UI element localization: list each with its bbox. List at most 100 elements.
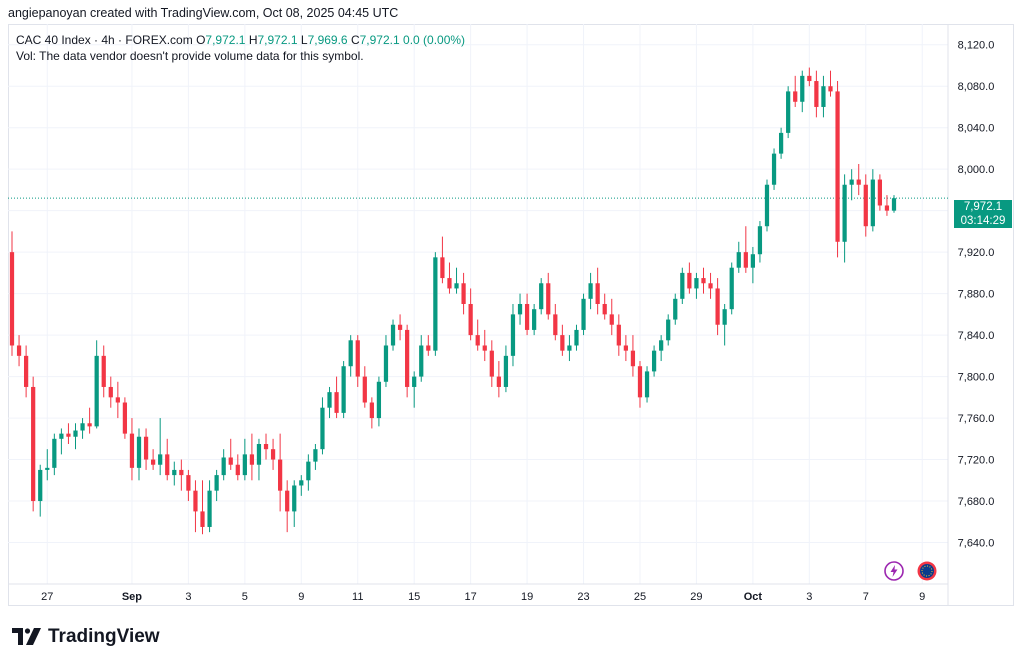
candle-body[interactable] <box>143 436 149 460</box>
candle-body[interactable] <box>743 252 748 268</box>
symbol-label[interactable]: CAC 40 Index · 4h · FOREX.com <box>16 33 193 47</box>
candle-body[interactable] <box>609 314 614 325</box>
candle-body[interactable] <box>31 386 36 502</box>
candle-body[interactable] <box>172 469 177 476</box>
candle-body[interactable] <box>419 345 424 377</box>
candle-body[interactable] <box>186 475 191 491</box>
candle-body[interactable] <box>94 355 99 427</box>
candle-body[interactable] <box>278 459 283 491</box>
candle-body[interactable] <box>651 350 657 372</box>
candle-body[interactable] <box>856 179 861 185</box>
candle-body[interactable] <box>327 392 332 408</box>
candle-body[interactable] <box>764 184 770 227</box>
candle-body[interactable] <box>376 381 382 419</box>
candle-body[interactable] <box>863 184 868 227</box>
candle-body[interactable] <box>644 371 650 398</box>
candle-body[interactable] <box>292 485 297 512</box>
candle-body[interactable] <box>454 283 459 289</box>
candle-body[interactable] <box>468 304 473 336</box>
candle-body[interactable] <box>362 376 367 403</box>
candle-body[interactable] <box>553 314 558 336</box>
candle-body[interactable] <box>122 402 128 434</box>
candle-body[interactable] <box>891 198 897 211</box>
candle-body[interactable] <box>447 278 452 289</box>
candle-body[interactable] <box>750 254 755 268</box>
candle-body[interactable] <box>355 340 360 377</box>
candle-body[interactable] <box>581 298 586 330</box>
candle-body[interactable] <box>397 324 403 330</box>
candle-body[interactable] <box>736 252 741 268</box>
candle-body[interactable] <box>235 464 240 476</box>
candle-body[interactable] <box>108 386 113 398</box>
candle-body[interactable] <box>45 467 50 470</box>
candle-body[interactable] <box>828 86 833 92</box>
candle-body[interactable] <box>800 75 805 102</box>
candlestick-chart[interactable]: 8,120.08,080.08,040.08,000.07,960.07,920… <box>8 24 1014 606</box>
candle-body[interactable] <box>214 475 219 491</box>
candle-body[interactable] <box>256 444 262 465</box>
candle-body[interactable] <box>306 461 311 481</box>
candle-body[interactable] <box>320 407 325 450</box>
candle-body[interactable] <box>666 319 671 341</box>
candle-body[interactable] <box>602 304 607 315</box>
candle-body[interactable] <box>228 457 233 465</box>
candle-body[interactable] <box>412 376 417 387</box>
candle-body[interactable] <box>560 335 565 351</box>
candle-body[interactable] <box>129 433 135 468</box>
candle-body[interactable] <box>786 91 791 133</box>
candle-body[interactable] <box>433 257 438 351</box>
candle-body[interactable] <box>757 226 763 255</box>
candle-body[interactable] <box>517 304 523 315</box>
candle-body[interactable] <box>38 469 43 502</box>
candle-body[interactable] <box>588 283 593 299</box>
candle-body[interactable] <box>524 304 530 330</box>
candle-body[interactable] <box>158 454 163 465</box>
candle-body[interactable] <box>193 490 198 512</box>
candle-body[interactable] <box>849 179 854 185</box>
candle-body[interactable] <box>595 283 600 304</box>
candle-body[interactable] <box>440 257 445 279</box>
candle-body[interactable] <box>151 459 156 465</box>
candle-body[interactable] <box>630 350 636 367</box>
candle-body[interactable] <box>567 345 572 351</box>
candle-body[interactable] <box>715 288 720 325</box>
candle-body[interactable] <box>821 86 826 107</box>
candle-body[interactable] <box>539 283 544 310</box>
candle-body[interactable] <box>842 184 847 242</box>
candle-body[interactable] <box>426 345 431 351</box>
candle-body[interactable] <box>510 314 516 356</box>
candle-body[interactable] <box>115 397 120 403</box>
lightning-icon[interactable] <box>884 561 904 581</box>
candle-body[interactable] <box>461 283 466 304</box>
candle-body[interactable] <box>616 324 621 346</box>
candle-body[interactable] <box>884 205 890 211</box>
candle-body[interactable] <box>263 444 269 450</box>
candle-body[interactable] <box>694 278 699 289</box>
candle-body[interactable] <box>207 490 212 527</box>
candle-body[interactable] <box>348 340 353 367</box>
candle-body[interactable] <box>870 179 875 227</box>
candle-body[interactable] <box>334 392 339 413</box>
candle-body[interactable] <box>59 433 64 439</box>
candle-body[interactable] <box>680 272 685 299</box>
candle-body[interactable] <box>475 335 480 346</box>
candle-body[interactable] <box>687 272 692 289</box>
candle-body[interactable] <box>729 267 734 310</box>
candle-body[interactable] <box>574 329 579 346</box>
candle-body[interactable] <box>52 438 57 468</box>
candle-body[interactable] <box>877 179 883 206</box>
candle-body[interactable] <box>200 511 205 527</box>
candle-body[interactable] <box>249 454 255 465</box>
candle-body[interactable] <box>9 252 15 346</box>
candle-body[interactable] <box>390 324 396 346</box>
candle-body[interactable] <box>532 309 537 330</box>
candle-body[interactable] <box>66 433 71 437</box>
candle-body[interactable] <box>835 91 840 242</box>
candle-body[interactable] <box>270 449 276 460</box>
tradingview-logo[interactable]: TradingView <box>12 626 160 648</box>
candle-body[interactable] <box>405 329 410 387</box>
candle-body[interactable] <box>383 345 389 382</box>
candle-body[interactable] <box>637 366 643 398</box>
candle-body[interactable] <box>341 366 346 413</box>
candle-body[interactable] <box>496 376 501 387</box>
